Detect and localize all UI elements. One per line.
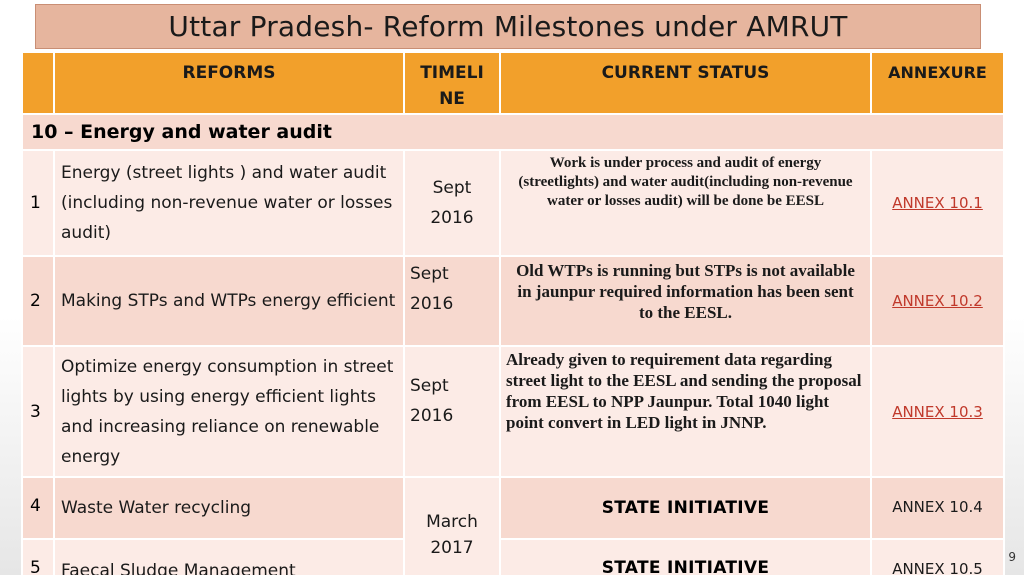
- status-text: Work is under process and audit of energ…: [499, 149, 872, 257]
- header-current-status: CURRENT STATUS: [499, 51, 872, 115]
- header-reforms: REFORMS: [53, 51, 405, 115]
- row-number: 5: [21, 538, 55, 575]
- annex-cell: ANNEX 10.2: [870, 255, 1005, 347]
- timeline-month: Sept: [410, 375, 449, 396]
- slide-title-bar: Uttar Pradesh- Reform Milestones under A…: [35, 4, 981, 49]
- section-row: 10 – Energy and water audit: [21, 113, 1005, 151]
- table-header-row: REFORMS TIMELI NE CURRENT STATUS ANNEXUR…: [21, 51, 1005, 115]
- status-text: STATE INITIATIVE: [499, 538, 872, 575]
- header-number-cell: [21, 51, 55, 115]
- table-row: 4 Waste Water recycling March 2017 STATE…: [21, 476, 1005, 575]
- slide-title: Uttar Pradesh- Reform Milestones under A…: [168, 10, 848, 43]
- annex-cell: ANNEX 10.4: [870, 476, 1005, 540]
- reform-text: Making STPs and WTPs energy efficient: [53, 255, 405, 347]
- header-timeline: TIMELI NE: [403, 51, 501, 115]
- row-number: 4: [21, 476, 55, 540]
- status-text: Already given to requirement data regard…: [499, 345, 872, 478]
- annex-label: ANNEX 10.5: [892, 560, 983, 575]
- section-title: 10 – Energy and water audit: [21, 113, 1005, 151]
- timeline-month: March: [426, 512, 478, 532]
- status-text: STATE INITIATIVE: [499, 476, 872, 540]
- table-row: 3 Optimize energy consumption in street …: [21, 345, 1005, 478]
- reform-text: Optimize energy consumption in street li…: [53, 345, 405, 478]
- annex-cell: ANNEX 10.5: [870, 538, 1005, 575]
- row-number: 2: [21, 255, 55, 347]
- header-timeline-line2: NE: [439, 89, 465, 109]
- annex-link[interactable]: ANNEX 10.3: [892, 402, 983, 421]
- annex-label: ANNEX 10.4: [892, 498, 983, 516]
- timeline-cell: Sept 2016: [403, 255, 501, 347]
- annex-link[interactable]: ANNEX 10.2: [892, 292, 983, 310]
- header-annexure: ANNEXURE: [870, 51, 1005, 115]
- annex-cell: ANNEX 10.1: [870, 149, 1005, 257]
- annex-cell: ANNEX 10.3: [870, 345, 1005, 478]
- timeline-year: 2016: [430, 208, 474, 228]
- timeline-year: 2016: [410, 294, 454, 314]
- annex-link[interactable]: ANNEX 10.1: [892, 194, 983, 212]
- row-number: 1: [21, 149, 55, 257]
- timeline-month: Sept: [410, 264, 449, 284]
- reform-milestones-table: REFORMS TIMELI NE CURRENT STATUS ANNEXUR…: [21, 51, 1005, 575]
- reform-text: Faecal Sludge Management: [53, 538, 405, 575]
- reform-text: Energy (street lights ) and water audit …: [53, 149, 405, 257]
- table-row: 2 Making STPs and WTPs energy efficient …: [21, 255, 1005, 347]
- timeline-month: Sept: [432, 178, 472, 198]
- timeline-cell: Sept 2016: [403, 149, 501, 257]
- timeline-cell-merged: March 2017: [403, 476, 501, 575]
- table-row: 5 Faecal Sludge Management STATE INITIAT…: [21, 538, 1005, 575]
- timeline-cell: Sept 2016: [403, 345, 501, 478]
- status-text: Old WTPs is running but STPs is not avai…: [499, 255, 872, 347]
- header-timeline-line1: TIMELI: [420, 63, 484, 83]
- reform-text: Waste Water recycling: [53, 476, 405, 540]
- timeline-year: 2016: [410, 405, 454, 426]
- table-row: 1 Energy (street lights ) and water audi…: [21, 149, 1005, 257]
- page-number: 9: [1008, 550, 1016, 564]
- row-number: 3: [21, 345, 55, 478]
- timeline-year: 2017: [430, 538, 474, 558]
